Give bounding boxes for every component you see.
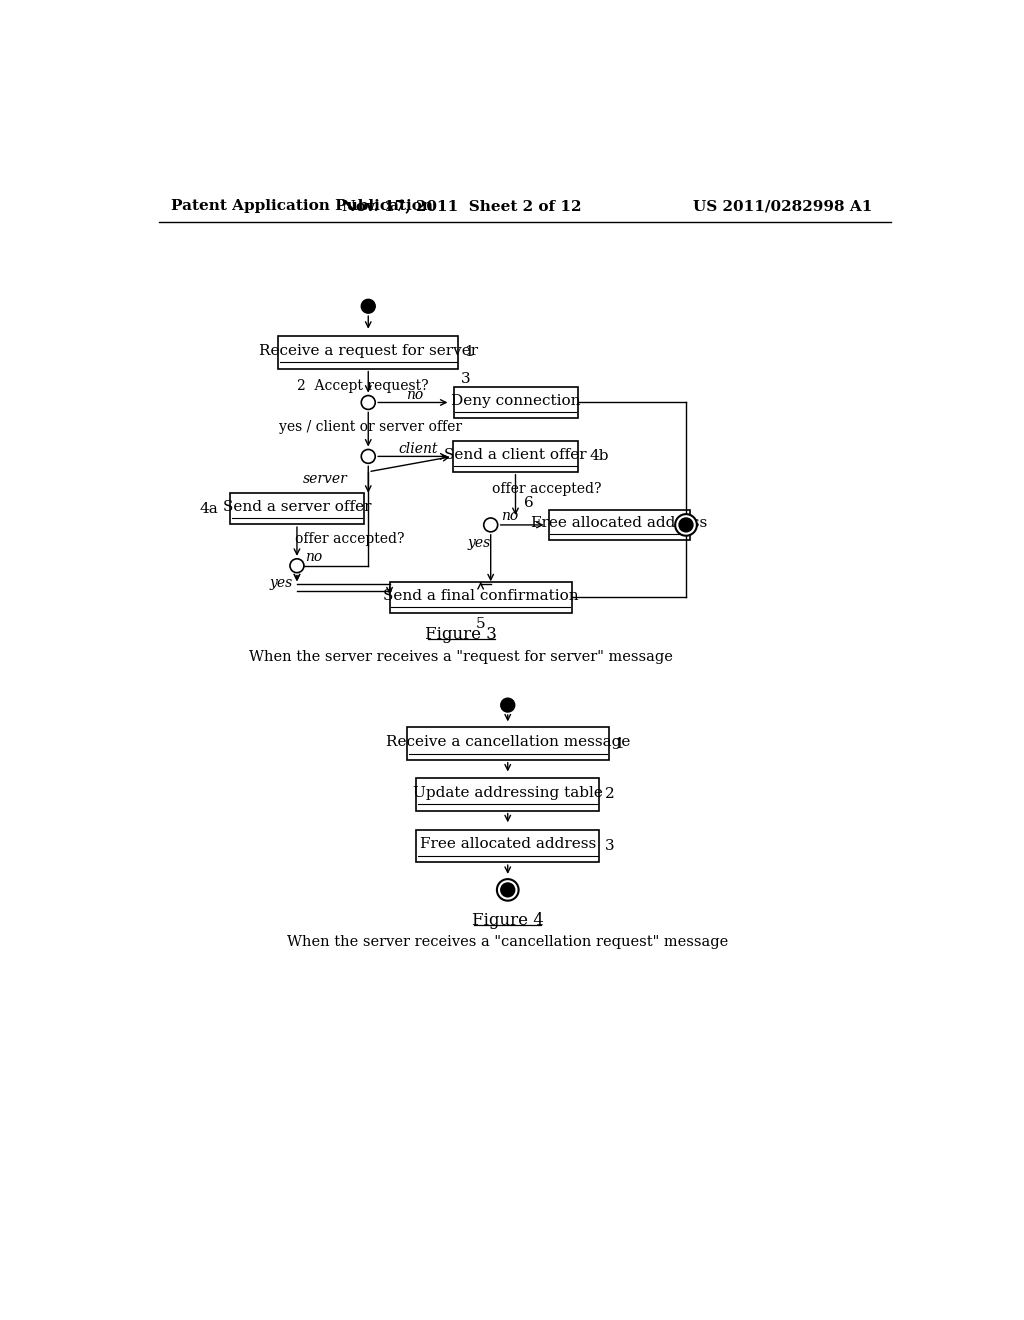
Text: 1: 1 — [614, 737, 625, 751]
Bar — [417, 830, 599, 862]
Text: yes / client or server offer: yes / client or server offer — [280, 420, 462, 434]
Bar — [279, 337, 458, 368]
Text: 2: 2 — [605, 788, 615, 801]
Bar — [417, 779, 599, 810]
Text: 3: 3 — [461, 372, 471, 387]
Text: When the server receives a "cancellation request" message: When the server receives a "cancellation… — [287, 936, 728, 949]
Text: Nov. 17, 2011  Sheet 2 of 12: Nov. 17, 2011 Sheet 2 of 12 — [341, 199, 581, 213]
Text: 4a: 4a — [199, 502, 218, 516]
Text: When the server receives a "request for server" message: When the server receives a "request for … — [249, 649, 673, 664]
Bar — [454, 387, 578, 418]
Text: 1: 1 — [464, 346, 474, 359]
Circle shape — [361, 450, 375, 463]
Bar — [549, 510, 690, 540]
Text: Figure 3: Figure 3 — [425, 626, 498, 643]
Circle shape — [675, 515, 697, 536]
Text: Deny connection: Deny connection — [451, 393, 581, 408]
Bar — [230, 494, 364, 524]
Circle shape — [290, 558, 304, 573]
Text: Send a server offer: Send a server offer — [222, 500, 372, 515]
Text: 2  Accept request?: 2 Accept request? — [297, 379, 429, 392]
Text: no: no — [502, 510, 519, 524]
Text: no: no — [305, 550, 323, 564]
Text: Patent Application Publication: Patent Application Publication — [171, 199, 432, 213]
Circle shape — [679, 517, 693, 532]
Text: client: client — [399, 442, 438, 455]
Text: offer accepted?: offer accepted? — [295, 532, 404, 545]
Text: Update addressing table: Update addressing table — [413, 785, 603, 800]
Text: 3: 3 — [605, 840, 614, 853]
Bar — [389, 582, 571, 612]
Circle shape — [361, 396, 375, 409]
Text: Receive a cancellation message: Receive a cancellation message — [386, 735, 630, 748]
Text: Figure 4: Figure 4 — [472, 912, 544, 929]
Bar — [453, 441, 579, 471]
Text: US 2011/0282998 A1: US 2011/0282998 A1 — [692, 199, 872, 213]
Text: yes: yes — [270, 577, 293, 590]
Text: 6: 6 — [523, 496, 534, 511]
Text: Send a final confirmation: Send a final confirmation — [383, 589, 579, 603]
Text: offer accepted?: offer accepted? — [493, 483, 602, 496]
Text: Free allocated address: Free allocated address — [531, 516, 708, 531]
Text: no: no — [407, 388, 423, 401]
Text: 4b: 4b — [589, 449, 608, 463]
Text: 5: 5 — [476, 618, 485, 631]
Circle shape — [501, 698, 515, 711]
Text: Free allocated address: Free allocated address — [420, 837, 596, 851]
Text: Receive a request for server: Receive a request for server — [259, 345, 478, 358]
Text: yes: yes — [467, 536, 490, 550]
Circle shape — [497, 879, 518, 900]
Bar — [407, 727, 608, 760]
Circle shape — [483, 517, 498, 532]
Circle shape — [361, 300, 375, 313]
Circle shape — [501, 883, 515, 896]
Text: server: server — [302, 471, 347, 486]
Text: Send a client offer: Send a client offer — [444, 447, 587, 462]
